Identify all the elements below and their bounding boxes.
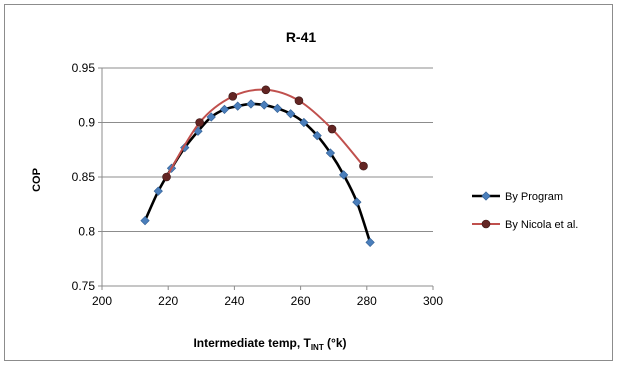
data-point-diamond	[140, 215, 150, 226]
data-point-diamond	[259, 100, 269, 110]
data-point-diamond	[299, 117, 309, 128]
data-point-diamond	[325, 148, 336, 158]
data-point-circle	[228, 92, 238, 101]
data-point-circle	[481, 219, 491, 229]
data-point-diamond	[219, 104, 230, 115]
legend-label: By Program	[505, 191, 563, 203]
x-tick-label: 260	[291, 294, 311, 308]
x-tick-label: 280	[357, 294, 377, 308]
y-tick-label: 0.95	[72, 61, 96, 75]
x-tick-label: 300	[423, 294, 443, 308]
series-line	[143, 102, 372, 243]
y-tick-label: 0.75	[72, 279, 96, 293]
data-point-diamond	[233, 101, 243, 111]
data-point-circle	[327, 124, 337, 134]
data-point-circle	[294, 96, 304, 105]
grid	[102, 67, 433, 232]
x-ticks: 200 220 240 260 280 300	[92, 286, 443, 308]
series-1	[140, 99, 375, 248]
data-point-circle	[162, 172, 171, 182]
legend-label: By Nicola et al.	[505, 219, 578, 231]
y-tick-label: 0.9	[78, 116, 95, 130]
y-ticks: 0.75 0.8 0.85 0.9 0.95	[72, 61, 102, 293]
x-tick-label: 200	[92, 294, 112, 308]
data-point-diamond	[246, 99, 256, 109]
series-2	[162, 85, 368, 182]
data-point-diamond	[312, 130, 322, 141]
data-point-circle	[195, 118, 204, 127]
y-axis-label: COP	[31, 168, 43, 192]
data-point-diamond	[206, 112, 216, 122]
data-point-diamond	[352, 197, 362, 207]
data-point-circle	[261, 85, 271, 95]
data-point-diamond	[286, 109, 296, 119]
y-tick-label: 0.8	[78, 225, 95, 239]
series-layer	[140, 85, 375, 248]
data-point-diamond	[481, 191, 491, 201]
chart-frame	[4, 4, 613, 361]
x-tick-label: 240	[224, 294, 244, 308]
data-point-diamond	[339, 170, 349, 180]
x-axis-label-subscript: INT	[311, 343, 324, 352]
legend: By Program By Nicola et al.	[472, 191, 578, 231]
x-axis-label-suffix: (°k)	[324, 336, 347, 350]
data-point-diamond	[272, 103, 283, 113]
x-axis-label: Intermediate temp, TINT (°k)	[193, 336, 346, 352]
x-tick-label: 220	[158, 294, 178, 308]
legend-item: By Nicola et al.	[472, 219, 578, 231]
data-point-circle	[359, 161, 368, 171]
data-point-diamond	[153, 186, 163, 196]
x-axis-label-main: Intermediate temp, T	[193, 336, 311, 350]
data-point-diamond	[365, 237, 375, 248]
y-tick-label: 0.85	[72, 170, 96, 184]
chart-title: R-41	[286, 29, 317, 45]
legend-item: By Program	[472, 191, 563, 203]
